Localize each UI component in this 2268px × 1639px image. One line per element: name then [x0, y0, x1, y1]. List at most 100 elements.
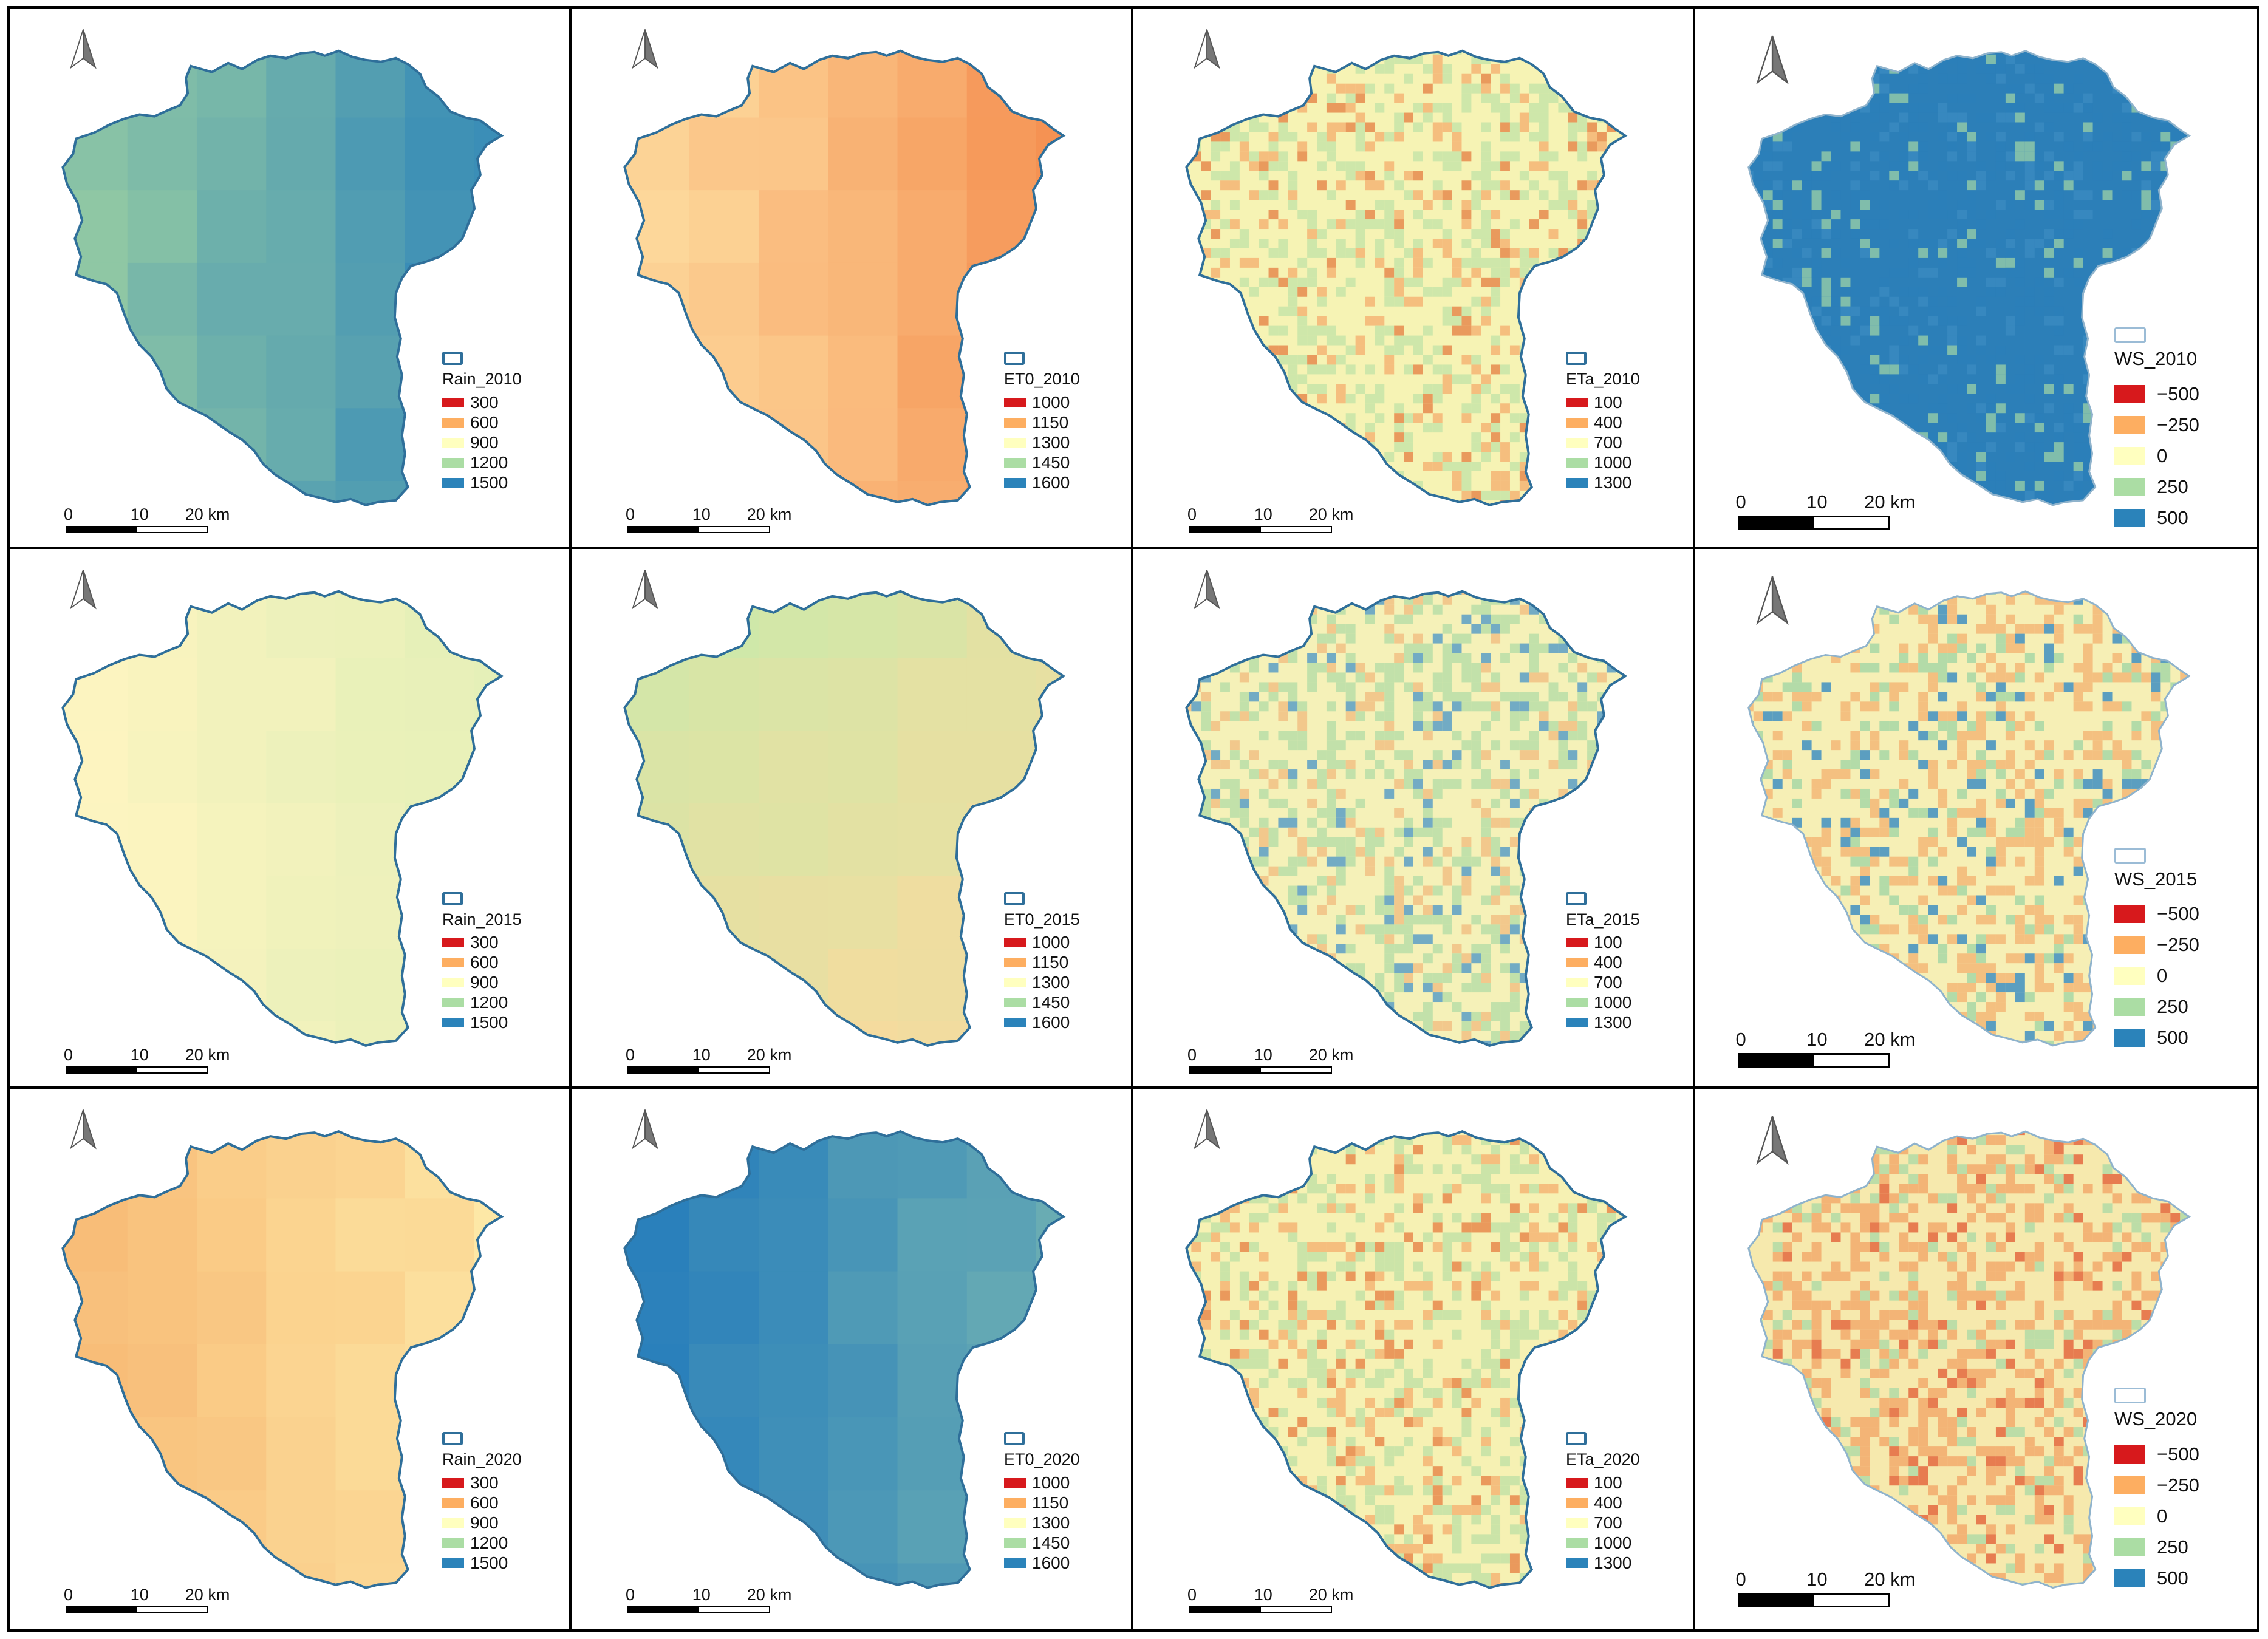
north-arrow-icon [1191, 568, 1223, 611]
legend-layer-swatch [442, 891, 463, 905]
legend-item: 1600 [1004, 1553, 1080, 1573]
legend-item: 1150 [1004, 412, 1080, 432]
legend-label: 1300 [1594, 472, 1632, 492]
legend-item: 1000 [1004, 1473, 1080, 1493]
legend-swatch [442, 1558, 464, 1568]
map-legend: ET0_2010 1000 1150 1300 1450 1600 [1004, 352, 1080, 492]
map-legend: WS_2015 −500 −250 0 250 500 [2114, 847, 2199, 1054]
legend-label: 900 [470, 432, 499, 452]
legend-swatch [442, 1538, 464, 1548]
legend-label: 700 [1594, 1513, 1622, 1532]
legend-label: 1000 [1594, 1533, 1632, 1552]
legend-swatch [442, 1518, 464, 1528]
legend-item: 1150 [1004, 1493, 1080, 1513]
scale-label: 20 km [746, 505, 792, 523]
scale-bar: 0 10 20 km [626, 505, 791, 533]
legend-label: 600 [470, 412, 499, 432]
legend-label: 100 [1594, 392, 1622, 412]
legend-swatch [1004, 978, 1026, 988]
legend-title: Rain_2010 [442, 370, 522, 388]
legend-label: 1300 [1032, 432, 1070, 452]
scale-label: 10 [1806, 491, 1828, 513]
legend-label: 600 [470, 953, 499, 972]
legend-item: 0 [2114, 961, 2199, 992]
legend-swatch [1004, 397, 1026, 407]
map-panel-eta-2015: ETa_2015 100 400 700 1000 1300 0 10 20 km [1133, 548, 1695, 1089]
map-legend: Rain_2010 300 600 900 1200 1500 [442, 352, 522, 492]
legend-swatch [2114, 508, 2145, 527]
legend-label: 1500 [470, 472, 508, 492]
legend-title: Rain_2015 [442, 910, 522, 929]
legend-item: 400 [1566, 1493, 1640, 1513]
legend-swatch [1566, 1538, 1588, 1548]
legend-item: 0 [2114, 440, 2199, 471]
legend-item: −500 [2114, 1439, 2199, 1470]
legend-swatch [1004, 1018, 1026, 1028]
legend-item: 600 [442, 1493, 522, 1513]
legend-swatch [2114, 1569, 2145, 1587]
map-panel-et0-2020: ET0_2020 1000 1150 1300 1450 1600 0 10 20 km [572, 1089, 1133, 1629]
scale-label: 0 [1187, 1045, 1197, 1064]
scale-label: 20 km [1308, 1045, 1354, 1064]
legend-swatch [1566, 958, 1588, 968]
legend-swatch [1004, 1498, 1026, 1508]
scale-label: 10 [692, 505, 711, 523]
legend-item: 500 [2114, 502, 2199, 533]
legend-title: ETa_2015 [1566, 910, 1640, 929]
legend-item: 1200 [442, 1533, 522, 1553]
scale-label: 10 [1806, 1569, 1828, 1590]
legend-label: 300 [470, 1473, 499, 1492]
legend-swatch [442, 457, 464, 468]
legend-title: WS_2010 [2114, 348, 2198, 369]
legend-label: 300 [470, 933, 499, 952]
legend-label: 1600 [1032, 1013, 1070, 1032]
legend-item: 1300 [1566, 1553, 1640, 1573]
legend-swatch [2114, 1476, 2145, 1494]
legend-item: 1450 [1004, 1533, 1080, 1553]
legend-swatch [2114, 1507, 2145, 1525]
legend-title: ET0_2020 [1004, 1450, 1080, 1469]
legend-swatch [1004, 1538, 1026, 1548]
scale-label: 0 [1735, 491, 1746, 513]
legend-swatch [2114, 446, 2145, 465]
legend-swatch [2114, 1445, 2145, 1464]
legend-swatch [2114, 998, 2145, 1017]
scale-label: 20 km [185, 1045, 230, 1064]
map-panel-rain-2015: Rain_2015 300 600 900 1200 1500 0 10 20 km [10, 548, 572, 1089]
scale-label: 20 km [185, 505, 230, 523]
legend-item: 250 [2114, 471, 2199, 502]
legend-label: 100 [1594, 1473, 1622, 1492]
scale-bar: 0 10 20 km [64, 1046, 230, 1074]
legend-label: 0 [2157, 965, 2168, 987]
legend-swatch [2114, 967, 2145, 986]
scale-bar: 0 10 20 km [1187, 1586, 1353, 1614]
legend-swatch [2114, 1538, 2145, 1556]
legend-swatch [1566, 457, 1588, 468]
basin-outline [1185, 590, 1628, 1047]
north-arrow-icon [1753, 34, 1792, 86]
scale-bar: 0 10 20 km [1736, 1569, 1916, 1608]
basin-map [61, 1130, 504, 1589]
legend-item: 1450 [1004, 452, 1080, 472]
legend-label: 1000 [1032, 933, 1070, 952]
map-panel-eta-2010: ETa_2010 100 400 700 1000 1300 0 10 20 km [1133, 9, 1695, 549]
legend-label: 400 [1594, 1493, 1622, 1512]
legend-swatch [2114, 384, 2145, 403]
legend-swatch [442, 1498, 464, 1508]
legend-item: −500 [2114, 899, 2199, 930]
legend-swatch [442, 938, 464, 948]
legend-swatch [442, 998, 464, 1008]
scale-bar: 0 10 20 km [63, 1586, 230, 1614]
legend-item: 500 [2114, 1023, 2199, 1054]
scale-bar: 0 10 20 km [626, 1046, 791, 1074]
legend-label: 1000 [1594, 452, 1632, 472]
legend-item: 1000 [1004, 933, 1080, 953]
scale-label: 0 [63, 1586, 73, 1604]
legend-swatch [1566, 1477, 1588, 1488]
scale-label: 10 [692, 1586, 711, 1604]
legend-label: 500 [2157, 506, 2188, 528]
legend-title: Rain_2020 [442, 1450, 522, 1469]
legend-label: 1600 [1032, 472, 1070, 492]
map-panel-ws-2010: WS_2010 −500 −250 0 250 500 0 10 20 km [1695, 9, 2257, 549]
map-legend: ET0_2015 1000 1150 1300 1450 1600 [1004, 891, 1080, 1033]
